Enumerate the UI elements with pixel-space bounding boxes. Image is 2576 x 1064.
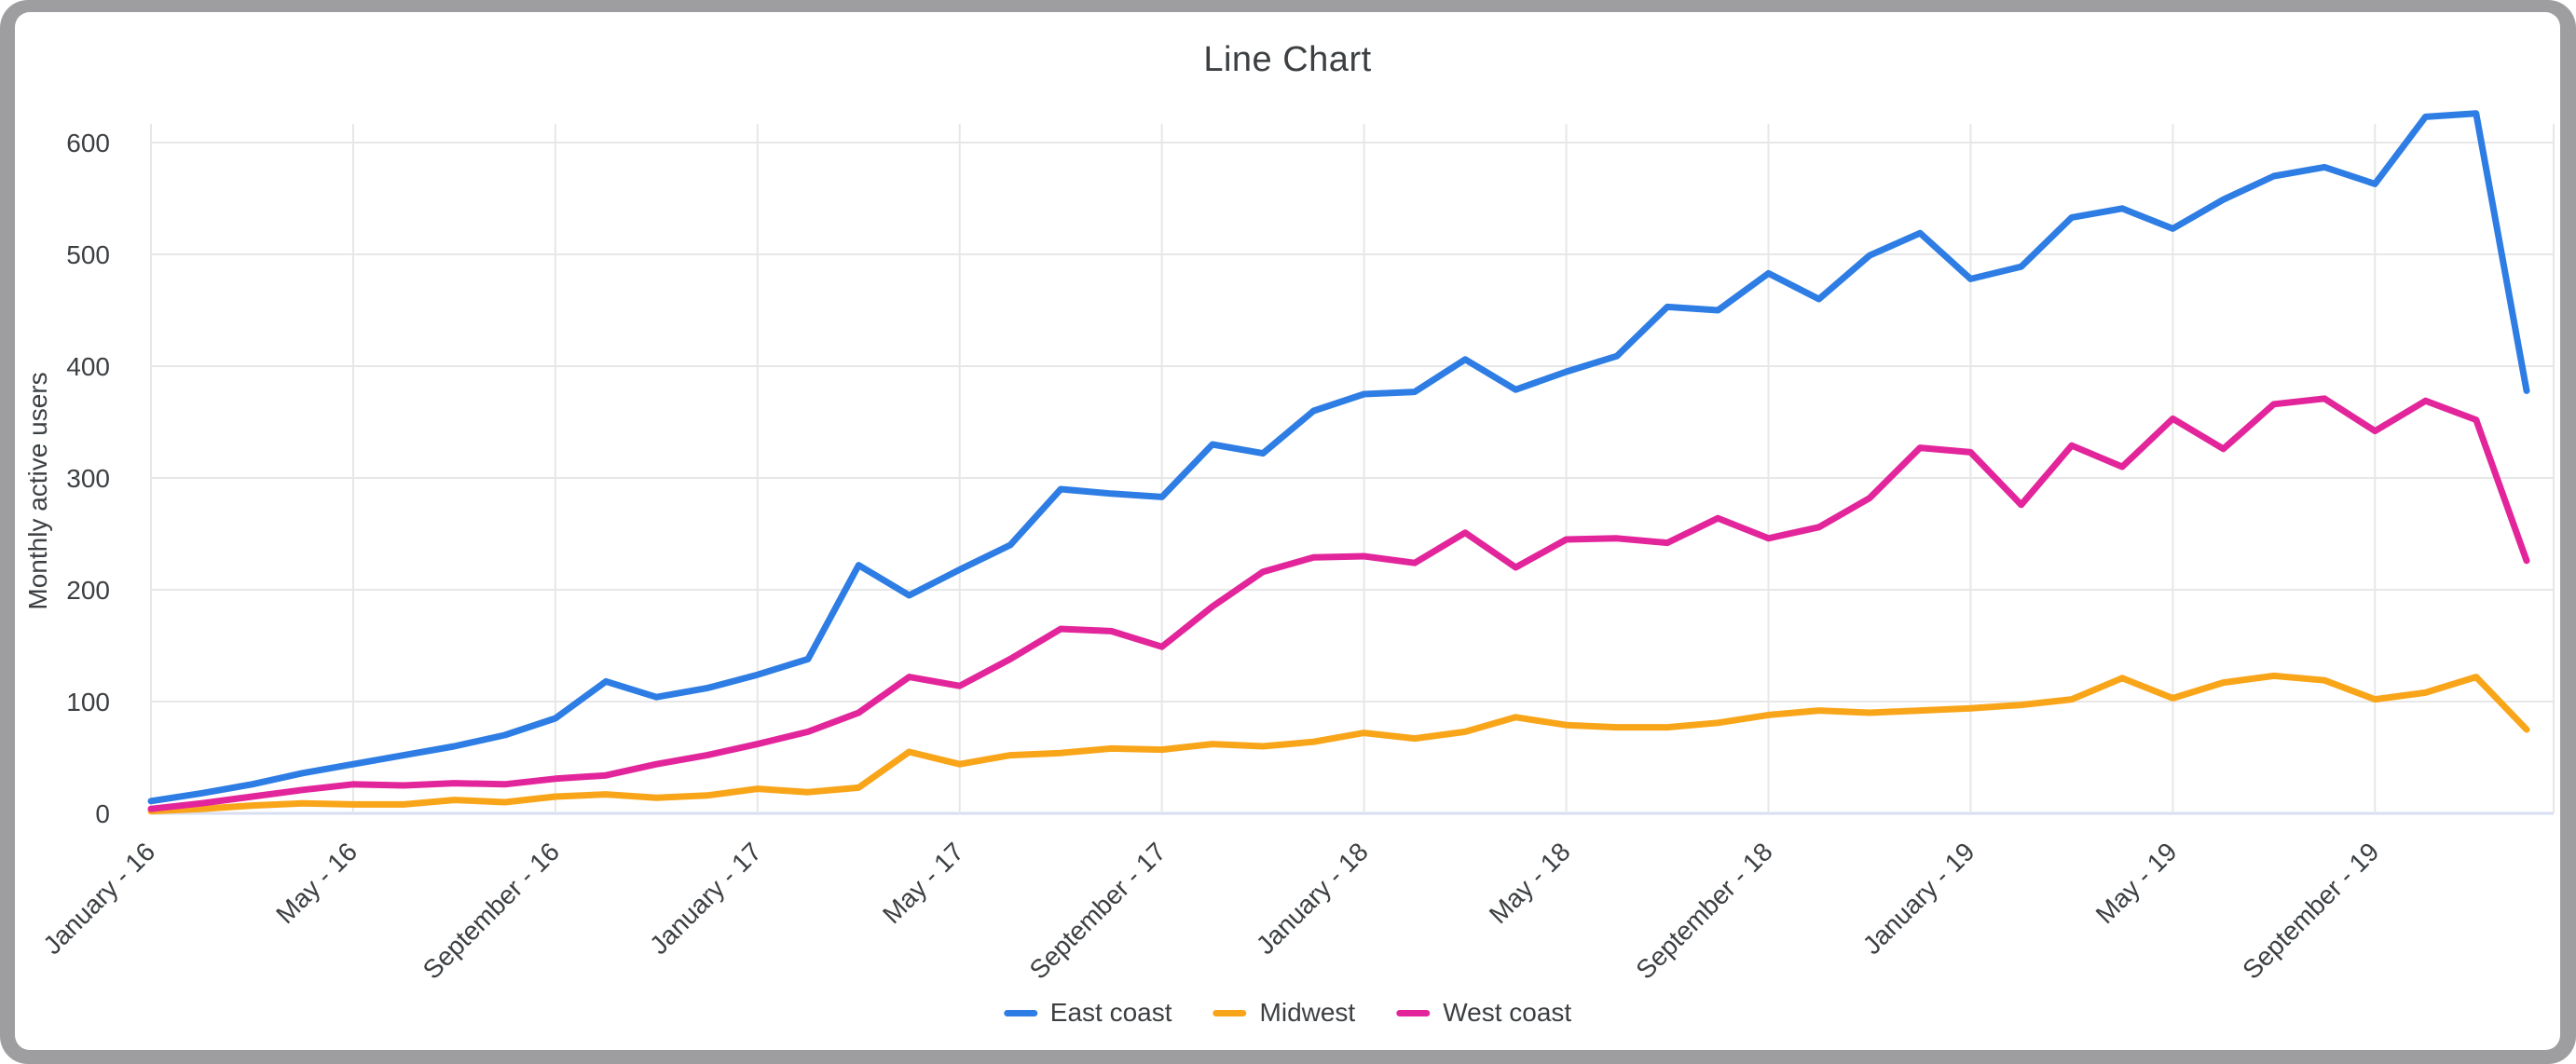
legend-item-midwest: Midwest xyxy=(1213,998,1356,1028)
legend-item-west-coast: West coast xyxy=(1396,998,1571,1028)
y-tick-label: 300 xyxy=(66,464,110,493)
series-line-east-coast xyxy=(147,110,2530,805)
x-tick-label: September - 16 xyxy=(418,837,565,984)
x-tick-label: January - 19 xyxy=(1857,837,1980,960)
x-tick-label: September - 19 xyxy=(2237,837,2384,984)
y-tick-label: 600 xyxy=(66,129,110,157)
y-tick-label: 200 xyxy=(66,576,110,605)
x-tick-label: January - 17 xyxy=(644,837,767,960)
legend-label: East coast xyxy=(1049,998,1172,1027)
x-tick-label: May - 19 xyxy=(2090,837,2183,929)
y-tick-label: 0 xyxy=(95,799,110,828)
x-tick-label: January - 18 xyxy=(1251,837,1374,960)
series-line-midwest xyxy=(147,672,2530,815)
legend-label: Midwest xyxy=(1259,998,1356,1027)
legend-swatch-icon xyxy=(1396,1009,1431,1016)
x-tick-label: May - 17 xyxy=(877,837,969,929)
y-tick-label: 100 xyxy=(66,688,110,716)
legend-item-east-coast: East coast xyxy=(1003,998,1172,1028)
x-tick-label: January - 16 xyxy=(37,837,160,960)
x-tick-label: May - 16 xyxy=(270,837,363,929)
x-tick-label: September - 17 xyxy=(1024,837,1172,984)
series-line-west-coast xyxy=(147,395,2530,812)
chart-title: Line Chart xyxy=(1203,40,1372,79)
x-tick-label: May - 18 xyxy=(1484,837,1576,929)
line-chart-plot: 0 100 200 300 400 500 600 January - 16 May - 16 S… xyxy=(37,110,2555,985)
y-tick-label: 400 xyxy=(66,352,110,381)
chart-card: Line Chart Monthly active users 0 100 200 3… xyxy=(15,12,2560,1050)
chart-legend: East coast Midwest West coast xyxy=(1003,998,1571,1028)
x-tick-label: September - 18 xyxy=(1630,837,1777,984)
y-tick-label: 500 xyxy=(66,240,110,269)
legend-swatch-icon xyxy=(1213,1009,1247,1016)
legend-swatch-icon xyxy=(1003,1009,1037,1016)
legend-label: West coast xyxy=(1443,998,1572,1027)
